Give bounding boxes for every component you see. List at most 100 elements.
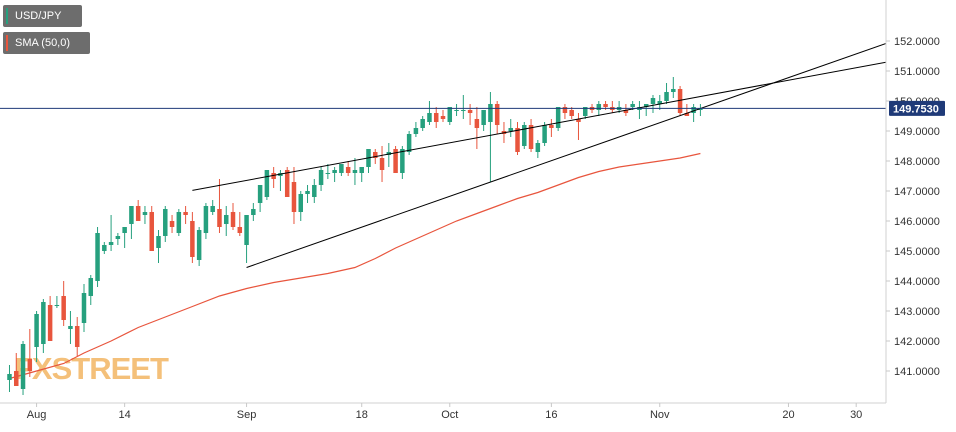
candle-body xyxy=(664,92,669,101)
candle-body xyxy=(284,170,290,197)
candle xyxy=(542,122,547,146)
candle-body xyxy=(163,209,168,236)
candle xyxy=(339,164,344,176)
candle-body xyxy=(230,212,236,227)
candle-body xyxy=(535,143,541,152)
candle xyxy=(81,284,87,332)
candle xyxy=(508,119,513,137)
candle-body xyxy=(508,128,513,131)
candle-body xyxy=(14,371,19,386)
candle xyxy=(461,95,466,119)
x-tick-label: 18 xyxy=(356,409,368,421)
y-tick-label: 141.0000 xyxy=(894,366,940,378)
candle xyxy=(217,179,222,233)
candle-body xyxy=(149,212,154,251)
candle xyxy=(359,167,364,182)
candle xyxy=(183,206,188,224)
candle xyxy=(196,227,202,266)
symbol-legend[interactable]: USD/JPY xyxy=(3,5,82,27)
candle-body xyxy=(237,227,243,233)
candle xyxy=(562,104,568,119)
candle xyxy=(522,122,527,149)
candle-body xyxy=(440,116,446,119)
candle-body xyxy=(156,236,161,248)
candle-body xyxy=(569,110,574,116)
candle-body xyxy=(129,206,134,224)
candle-body xyxy=(393,149,398,173)
sma-swatch xyxy=(6,35,8,51)
candle xyxy=(14,353,19,386)
candle xyxy=(528,119,534,152)
candle-body xyxy=(684,113,690,116)
candle xyxy=(420,116,425,131)
candle xyxy=(535,140,541,158)
candle xyxy=(440,110,446,122)
candle-body xyxy=(176,212,182,233)
y-tick-label: 149.0000 xyxy=(894,126,940,138)
candle xyxy=(549,119,554,137)
candle xyxy=(305,185,310,203)
candle xyxy=(433,107,439,128)
candle-body xyxy=(373,152,378,158)
x-tick-label: Nov xyxy=(650,409,670,421)
fxstreet-watermark: FXSTREET xyxy=(14,351,170,386)
candle xyxy=(657,95,663,110)
candle-body xyxy=(698,108,703,110)
candle-body xyxy=(420,119,425,128)
candle-body xyxy=(549,125,554,128)
candle-body xyxy=(305,191,310,194)
sma-legend[interactable]: SMA (50,0) xyxy=(3,32,90,54)
y-tick-label: 152.0000 xyxy=(894,36,940,48)
sma-50-line xyxy=(9,152,701,380)
candle-body xyxy=(210,206,215,212)
candle xyxy=(244,215,249,263)
candle xyxy=(223,206,229,236)
candle-body xyxy=(582,107,588,116)
candle xyxy=(257,185,263,212)
candle xyxy=(427,101,432,125)
candle xyxy=(481,110,486,131)
candle xyxy=(68,311,73,344)
candle-body xyxy=(488,104,493,122)
candle xyxy=(88,275,94,305)
candle xyxy=(332,167,337,182)
candle xyxy=(691,104,696,122)
candle xyxy=(142,206,148,224)
candle-body xyxy=(515,128,520,152)
symbol-swatch xyxy=(6,8,8,24)
trendline-lower-channel[interactable] xyxy=(246,43,886,268)
y-tick-label: 151.0000 xyxy=(894,66,940,78)
candle xyxy=(41,299,46,353)
candle xyxy=(454,104,459,116)
candle-body xyxy=(34,314,39,347)
candle xyxy=(677,86,683,116)
candle xyxy=(298,191,304,221)
candle xyxy=(576,113,581,140)
candle-body xyxy=(95,233,100,281)
candle xyxy=(467,104,473,125)
candle-body xyxy=(318,170,324,185)
candle-body xyxy=(251,209,256,215)
candle xyxy=(27,329,33,377)
candle xyxy=(95,227,100,287)
candle-body xyxy=(74,326,80,347)
sma-50-series xyxy=(9,152,701,380)
candle xyxy=(190,212,195,263)
y-axis: 141.0000 142.0000 143.0000 144.0000 145.0000… xyxy=(886,36,940,378)
candle xyxy=(474,107,480,149)
x-tick-label: 14 xyxy=(119,409,131,421)
candle-body xyxy=(400,149,405,173)
candle xyxy=(291,167,297,224)
candle-body xyxy=(474,119,480,128)
channel-trendlines xyxy=(192,43,886,268)
candle-body xyxy=(7,374,12,380)
y-tick-label: 144.0000 xyxy=(894,276,940,288)
x-axis: Aug 14 Sep 18 Oct 16 Nov 20 30 xyxy=(27,403,862,421)
candle xyxy=(325,164,331,179)
candle xyxy=(54,296,60,308)
candle-body xyxy=(454,110,459,111)
current-price-label: 149.7530 xyxy=(893,103,939,115)
candle-body xyxy=(596,104,602,110)
candle xyxy=(163,206,168,242)
